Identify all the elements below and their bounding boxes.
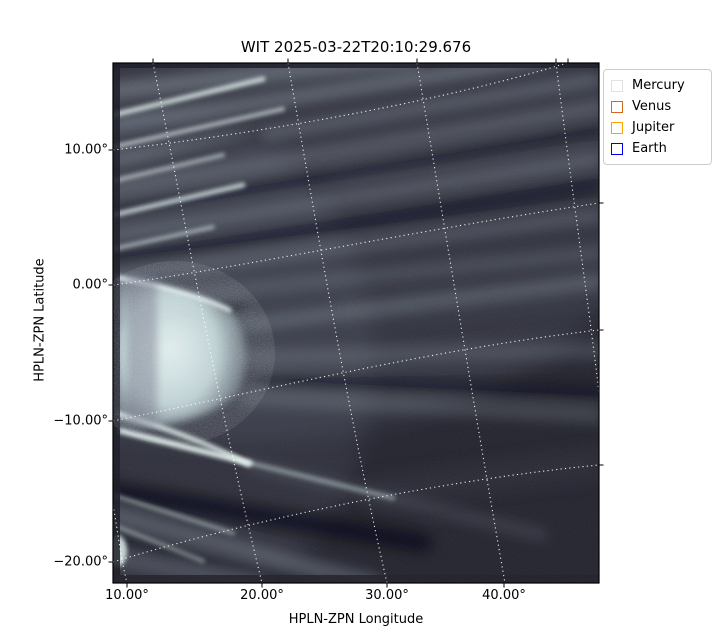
y-axis-label: HPLN-ZPN Latitude [32, 258, 48, 382]
x-tick-label-10: 10.00° [105, 588, 149, 603]
axis-ticks [108, 58, 604, 588]
legend-item-mercury: Mercury [611, 75, 703, 96]
y-tick-label-neg20: −20.00° [53, 554, 108, 570]
mercury-marker-icon [611, 79, 623, 92]
legend-item-earth: Earth [611, 138, 703, 159]
y-tick-label-0: 0.00° [72, 277, 108, 293]
plot-title: WIT 2025-03-22T20:10:29.676 [240, 38, 472, 56]
sky-image [113, 63, 599, 583]
legend-label-jupiter: Jupiter [632, 119, 675, 135]
legend: Mercury Venus Jupiter Earth [603, 69, 712, 165]
legend-label-venus: Venus [632, 98, 672, 114]
venus-marker-icon [611, 100, 623, 113]
y-tick-label-10: 10.00° [64, 142, 108, 158]
x-tick-label-30: 30.00° [365, 588, 409, 603]
x-axis-label: HPLN-ZPN Longitude [288, 612, 424, 627]
graticule [113, 63, 599, 583]
legend-label-mercury: Mercury [632, 77, 685, 93]
legend-item-jupiter: Jupiter [611, 117, 703, 138]
earth-marker-icon [611, 142, 623, 155]
legend-item-venus: Venus [611, 96, 703, 117]
legend-label-earth: Earth [632, 140, 667, 156]
x-tick-label-40: 40.00° [482, 588, 526, 603]
y-tick-label-neg10: −10.00° [53, 413, 108, 429]
coronagraph-image [108, 58, 604, 588]
x-tick-label-20: 20.00° [240, 588, 284, 603]
axes-frame [112, 62, 600, 584]
jupiter-marker-icon [611, 121, 623, 134]
